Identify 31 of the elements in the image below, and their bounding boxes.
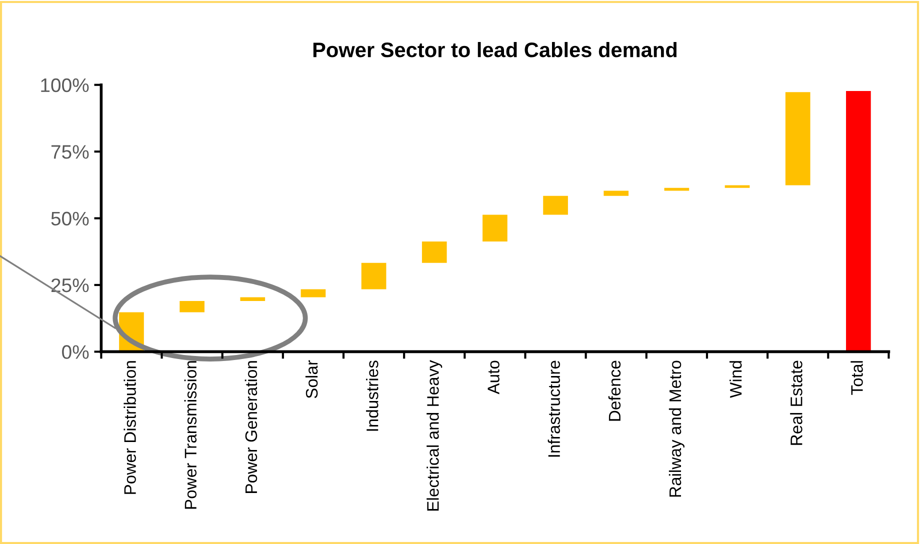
y-tick-label: 50%: [51, 212, 89, 226]
bar: [180, 301, 204, 312]
x-tick-label: Total: [850, 361, 863, 395]
x-tick-label: Power Generation: [244, 361, 258, 493]
bar: [422, 241, 447, 263]
y-tick-label: 75%: [51, 145, 89, 159]
y-tick-label: 0%: [62, 345, 89, 359]
bar: [543, 196, 568, 215]
bar: [785, 92, 810, 186]
x-tick-label: Auto: [488, 360, 500, 394]
x-tick-label: Wind: [730, 361, 742, 398]
x-tick-label: Solar: [305, 360, 318, 398]
x-tick-label: Industries: [366, 360, 378, 431]
x-tick-label: Power Transmission: [184, 361, 197, 509]
y-tick-label: 100%: [41, 78, 89, 92]
x-tick-label: Real Estate: [790, 360, 802, 445]
bar: [300, 289, 326, 298]
bar: [846, 91, 871, 352]
x-tick-label: Infrastructure: [548, 360, 560, 457]
chart-title: Power Sector to lead Cables demand: [313, 42, 677, 58]
y-tick-label: 25%: [51, 278, 89, 292]
bar: [361, 262, 386, 290]
x-tick-label: Power Distribution: [124, 361, 136, 494]
bar: [482, 214, 508, 242]
x-tick-label: Railway and Metro: [668, 360, 684, 497]
bar: [240, 297, 266, 301]
bar: [604, 190, 629, 196]
x-tick-label: Defence: [608, 360, 621, 421]
bar: [724, 185, 750, 188]
bar: [664, 188, 690, 191]
x-tick-label: Electrical and Heavy: [426, 360, 442, 511]
